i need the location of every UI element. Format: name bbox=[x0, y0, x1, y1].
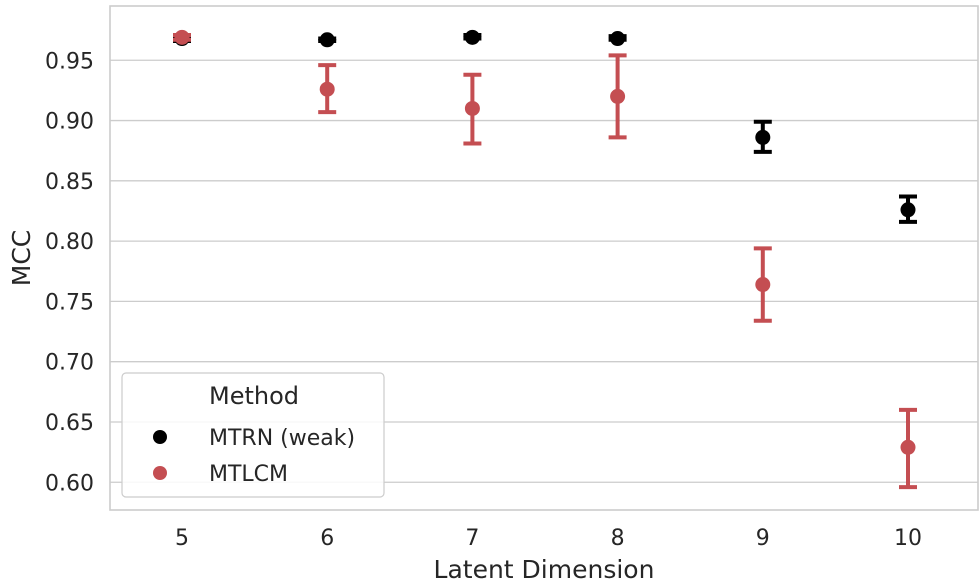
data-point bbox=[755, 129, 771, 145]
y-tick-label: 0.95 bbox=[45, 49, 94, 74]
y-tick-label: 0.85 bbox=[45, 170, 94, 195]
data-point bbox=[464, 100, 480, 116]
x-tick-labels: 5 6 7 8 9 10 bbox=[175, 526, 922, 551]
x-tick-label: 10 bbox=[894, 526, 922, 551]
x-tick-label: 7 bbox=[465, 526, 479, 551]
data-point bbox=[900, 439, 916, 455]
data-point bbox=[900, 202, 916, 218]
series-mtlcm bbox=[173, 29, 917, 490]
y-tick-label: 0.60 bbox=[45, 471, 94, 496]
x-tick-label: 6 bbox=[320, 526, 334, 551]
data-point bbox=[610, 31, 626, 47]
legend: Method MTRN (weak) MTLCM bbox=[121, 372, 385, 498]
y-axis-title: MCC bbox=[7, 230, 36, 286]
y-tick-label: 0.75 bbox=[45, 290, 94, 315]
legend-title: Method bbox=[209, 382, 299, 410]
legend-marker-mtrn-weak bbox=[153, 430, 167, 444]
x-tick-label: 9 bbox=[756, 526, 770, 551]
y-tick-label: 0.65 bbox=[45, 411, 94, 436]
x-tick-label: 8 bbox=[611, 526, 625, 551]
legend-label-mtlcm: MTLCM bbox=[209, 462, 288, 487]
data-point bbox=[174, 29, 190, 45]
legend-label-mtrn-weak: MTRN (weak) bbox=[209, 426, 355, 451]
x-tick-label: 5 bbox=[175, 526, 189, 551]
data-marks bbox=[173, 29, 917, 490]
data-point bbox=[464, 29, 480, 45]
y-tick-label: 0.80 bbox=[45, 230, 94, 255]
y-tick-labels: 0.60 0.65 0.70 0.75 0.80 0.85 0.90 0.95 bbox=[45, 49, 94, 496]
legend-box bbox=[121, 372, 385, 498]
y-tick-label: 0.90 bbox=[45, 110, 94, 135]
data-point bbox=[610, 88, 626, 104]
y-tick-label: 0.70 bbox=[45, 351, 94, 376]
series-mtrn-weak bbox=[173, 29, 917, 224]
data-point bbox=[319, 32, 335, 48]
plot-frame bbox=[109, 5, 979, 511]
x-axis-title: Latent Dimension bbox=[434, 555, 655, 580]
data-point bbox=[755, 277, 771, 293]
data-point bbox=[319, 81, 335, 97]
legend-marker-mtlcm bbox=[153, 466, 167, 480]
